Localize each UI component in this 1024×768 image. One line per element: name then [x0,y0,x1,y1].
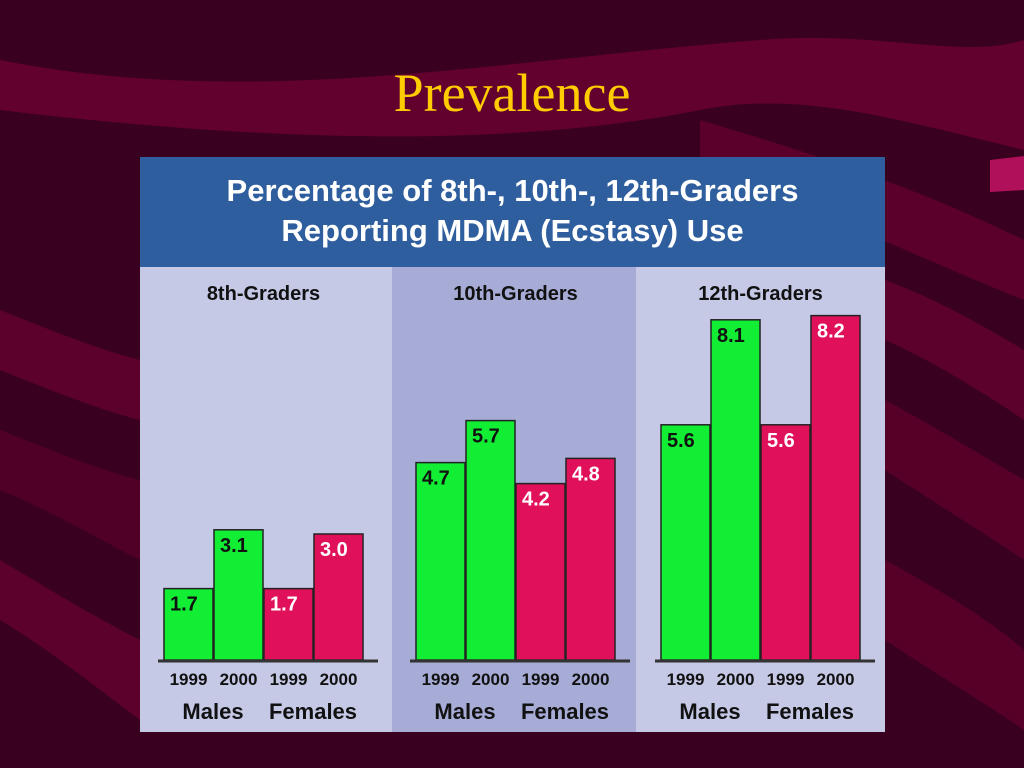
year-tick-label: 1999 [270,670,308,689]
year-tick-label: 1999 [170,670,208,689]
data-label: 4.2 [522,489,550,511]
data-label: 4.7 [422,468,450,490]
chart-title-line-1: Percentage of 8th-, 10th-, 12th-Graders [226,173,799,208]
bar-chart: 8th-Graders 1.7 1999 3.1 2000 1.7 1999 3.0 2000 M… [158,267,875,732]
data-label: 8.1 [717,325,745,347]
group-title: 12th-Graders [698,283,823,305]
data-label: 1.7 [170,594,198,616]
bar [465,419,516,661]
bar [710,319,761,661]
bar [313,533,364,661]
group-title: 10th-Graders [453,283,578,305]
data-label: 5.7 [472,426,500,448]
category-label: Males [434,699,495,724]
category-label: Females [269,699,357,724]
year-tick-label: 2000 [220,670,258,689]
slide-title: Prevalence [393,63,631,123]
data-label: 3.1 [220,535,248,557]
bar [660,424,711,661]
year-tick-label: 1999 [522,670,560,689]
data-label: 8.2 [817,321,845,343]
data-label: 5.6 [767,430,795,452]
data-label: 3.0 [320,539,348,561]
bar [810,314,861,661]
chart-title-line-2: Reporting MDMA (Ecstasy) Use [281,213,744,248]
bar [760,424,811,661]
data-label: 1.7 [270,594,298,616]
category-label: Females [766,699,854,724]
chart-header: Percentage of 8th-, 10th-, 12th-Graders … [140,157,885,267]
year-tick-label: 1999 [767,670,805,689]
bar [515,482,566,661]
bar [415,461,466,661]
chart-panel: Percentage of 8th-, 10th-, 12th-Graders … [140,157,885,732]
data-label: 4.8 [572,463,600,485]
category-label: Females [521,699,609,724]
year-tick-label: 2000 [817,670,855,689]
bar [213,529,264,661]
category-label: Males [679,699,740,724]
bar [565,457,616,661]
year-tick-label: 2000 [572,670,610,689]
year-tick-label: 2000 [472,670,510,689]
year-tick-label: 1999 [667,670,705,689]
group-title: 8th-Graders [207,283,320,305]
year-tick-label: 2000 [320,670,358,689]
year-tick-label: 2000 [717,670,755,689]
bar [263,587,314,661]
data-label: 5.6 [667,430,695,452]
category-label: Males [182,699,243,724]
year-tick-label: 1999 [422,670,460,689]
